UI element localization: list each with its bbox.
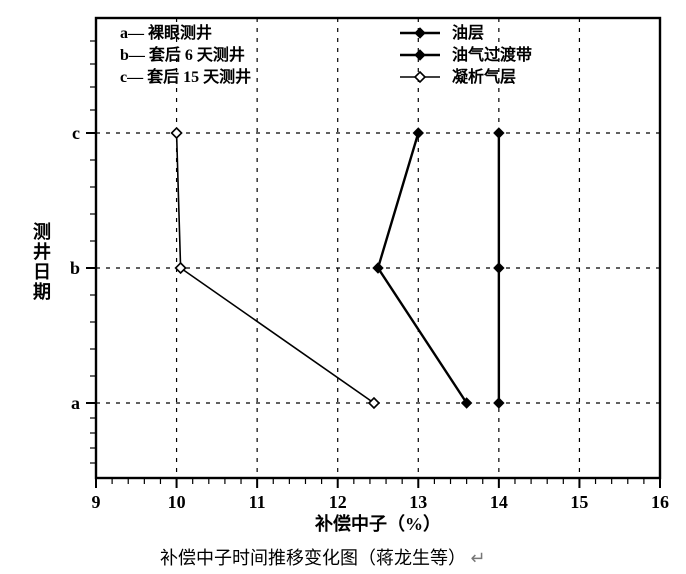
svg-text:油气过渡带: 油气过渡带 <box>452 45 532 64</box>
line-chart: 9 10 11 12 13 14 15 16 补偿中子（%） a b c 测井日期 a— 裸眼测井 b— 套… <box>0 0 686 540</box>
svg-text:c: c <box>72 123 80 143</box>
svg-text:10: 10 <box>168 492 186 512</box>
svg-text:c— 套后 15 天测井: c— 套后 15 天测井 <box>120 67 251 86</box>
svg-text:9: 9 <box>92 492 101 512</box>
svg-text:日: 日 <box>33 262 51 282</box>
figure-caption: 补偿中子时间推移变化图（蒋龙生等） ↵ <box>160 544 486 570</box>
svg-text:期: 期 <box>33 282 51 302</box>
svg-text:11: 11 <box>249 492 266 512</box>
svg-text:凝析气层: 凝析气层 <box>452 67 516 86</box>
svg-text:14: 14 <box>490 492 508 512</box>
svg-text:b: b <box>70 258 80 278</box>
caption-text: 补偿中子时间推移变化图（蒋龙生等） <box>160 548 466 568</box>
svg-text:13: 13 <box>409 492 427 512</box>
svg-text:a— 裸眼测井: a— 裸眼测井 <box>120 23 212 42</box>
svg-text:16: 16 <box>651 492 669 512</box>
svg-text:15: 15 <box>570 492 588 512</box>
svg-text:b— 套后 6 天测井: b— 套后 6 天测井 <box>120 45 245 64</box>
svg-text:测: 测 <box>33 221 51 242</box>
svg-text:补偿中子（%）: 补偿中子（%） <box>314 513 441 534</box>
svg-text:油层: 油层 <box>452 23 484 42</box>
svg-text:a: a <box>71 393 80 413</box>
svg-text:井: 井 <box>33 241 51 262</box>
caption-tail: ↵ <box>471 548 486 568</box>
svg-text:12: 12 <box>329 492 347 512</box>
chart-container: 9 10 11 12 13 14 15 16 补偿中子（%） a b c 测井日期 a— 裸眼测井 b— 套… <box>0 0 686 574</box>
